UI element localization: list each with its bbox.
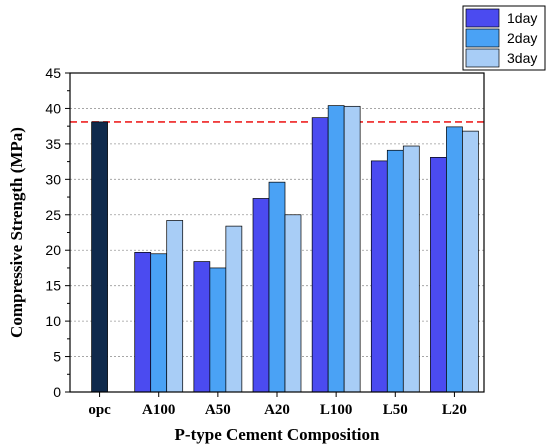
bar-l20-3day bbox=[462, 130, 479, 393]
legend-swatch-2day bbox=[465, 28, 500, 48]
x-tick-label: A100 bbox=[142, 402, 175, 418]
bar-l50-1day bbox=[370, 160, 388, 393]
y-tick-label: 45 bbox=[45, 65, 61, 81]
bar-a100-2day bbox=[150, 253, 168, 393]
y-tick-label: 30 bbox=[45, 171, 61, 187]
y-axis-title: Compressive Strength (MPa) bbox=[7, 127, 26, 338]
legend-swatch-3day bbox=[465, 48, 500, 68]
x-tick-label: A20 bbox=[264, 402, 290, 418]
y-axis-ticks: 0 5 10 15 20 25 30 35 40 45 bbox=[45, 65, 70, 400]
x-tick-label: A50 bbox=[205, 402, 231, 418]
x-axis-title: P-type Cement Composition bbox=[175, 425, 380, 444]
x-tick-label: L50 bbox=[383, 402, 408, 418]
bar-opc bbox=[91, 121, 108, 393]
y-tick-label: 25 bbox=[45, 207, 61, 223]
legend: 1day 2day 3day bbox=[462, 5, 546, 71]
bar-l100-2day bbox=[327, 105, 345, 393]
bar-l50-3day bbox=[402, 145, 420, 393]
y-tick-label: 0 bbox=[53, 384, 61, 400]
bar-a50-3day bbox=[225, 225, 243, 393]
bar-l100-3day bbox=[343, 105, 361, 393]
bar-a20-2day bbox=[268, 181, 286, 393]
x-tick-label: opc bbox=[88, 402, 111, 418]
x-tick-label: L100 bbox=[320, 402, 353, 418]
bar-a50-2day bbox=[209, 267, 227, 393]
bar-a50-1day bbox=[193, 261, 211, 393]
bars bbox=[91, 105, 479, 393]
x-axis-ticks: opc A100 A50 A20 L100 L50 L20 bbox=[88, 392, 467, 418]
legend-swatch-1day bbox=[465, 8, 500, 28]
bar-a20-1day bbox=[252, 198, 270, 393]
y-tick-label: 10 bbox=[45, 313, 61, 329]
legend-label-2day: 2day bbox=[507, 30, 537, 46]
y-tick-label: 20 bbox=[45, 242, 61, 258]
y-tick-label: 35 bbox=[45, 136, 61, 152]
legend-label-3day: 3day bbox=[507, 50, 537, 66]
bar-l20-1day bbox=[430, 157, 447, 393]
y-tick-label: 5 bbox=[53, 349, 61, 365]
y-tick-label: 40 bbox=[45, 100, 61, 116]
legend-label-1day: 1day bbox=[507, 10, 537, 26]
x-tick-label: L20 bbox=[442, 402, 467, 418]
bar-a100-3day bbox=[166, 220, 184, 393]
bar-l20-2day bbox=[446, 126, 463, 393]
y-tick-label: 15 bbox=[45, 278, 61, 294]
bar-a100-1day bbox=[134, 251, 152, 393]
bar-a20-3day bbox=[284, 214, 302, 393]
bar-l100-1day bbox=[311, 117, 329, 393]
bar-l50-2day bbox=[386, 149, 404, 393]
